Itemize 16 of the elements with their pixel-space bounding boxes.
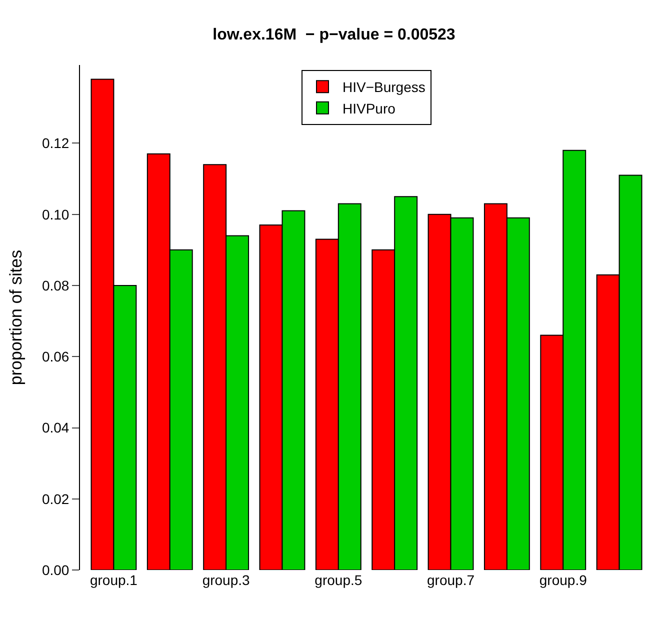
y-tick-label: 0.12 [42,135,70,152]
y-tick-label: 0.10 [42,206,70,222]
y-tick-label: 0.04 [42,420,70,436]
x-tick-label: group.1 [90,572,138,588]
x-tick-label: group.5 [314,572,362,588]
chart-title: low.ex.16M − p−value = 0.00523 [212,26,456,44]
x-tick-label: group.3 [202,572,250,588]
y-axis-title: proportion of sites [6,250,26,386]
x-tick-label: group.9 [539,572,588,588]
y-tick-label: 0.06 [42,348,70,365]
x-tick-label: group.7 [427,572,475,588]
legend-label: HIV−Burgess [342,79,426,96]
y-tick-label: 0.02 [42,490,70,507]
legend-label: HIVPuro [342,100,396,116]
y-tick-label: 0.00 [42,562,70,578]
y-tick-label: 0.08 [42,277,70,294]
